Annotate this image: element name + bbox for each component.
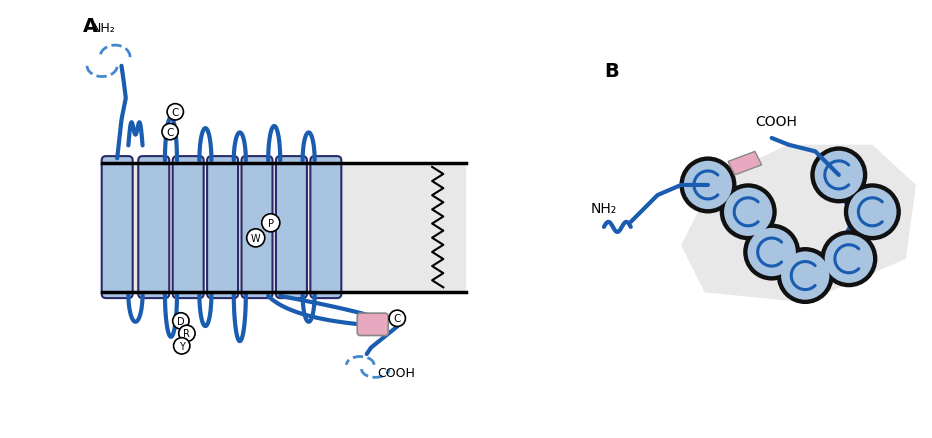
Text: COOH: COOH: [377, 366, 416, 379]
Circle shape: [810, 147, 868, 204]
Circle shape: [247, 230, 265, 247]
Polygon shape: [681, 145, 916, 303]
Text: Y: Y: [179, 341, 185, 351]
Circle shape: [743, 224, 801, 281]
Circle shape: [679, 157, 736, 214]
Circle shape: [179, 325, 195, 342]
Circle shape: [720, 184, 776, 241]
FancyBboxPatch shape: [241, 157, 272, 298]
FancyBboxPatch shape: [102, 157, 132, 298]
Text: COOH: COOH: [755, 114, 797, 128]
Circle shape: [724, 188, 773, 237]
Text: C: C: [393, 314, 401, 324]
Circle shape: [173, 338, 190, 354]
Bar: [103, 163, 466, 292]
Text: NH₂: NH₂: [91, 22, 116, 35]
Circle shape: [747, 228, 796, 276]
Text: W: W: [251, 233, 261, 243]
FancyBboxPatch shape: [207, 157, 238, 298]
Circle shape: [167, 104, 184, 121]
Circle shape: [825, 235, 873, 283]
Text: NH₂: NH₂: [591, 201, 617, 215]
Circle shape: [848, 188, 897, 237]
FancyBboxPatch shape: [357, 314, 389, 336]
Text: C: C: [167, 127, 173, 137]
Circle shape: [781, 252, 829, 300]
FancyBboxPatch shape: [310, 157, 341, 298]
Circle shape: [389, 311, 405, 327]
Circle shape: [684, 162, 733, 210]
Text: A: A: [83, 17, 98, 36]
Circle shape: [820, 231, 877, 288]
Text: D: D: [177, 316, 185, 326]
Text: C: C: [171, 108, 179, 117]
FancyBboxPatch shape: [172, 157, 204, 298]
Circle shape: [843, 184, 901, 241]
Text: B: B: [604, 62, 619, 81]
Circle shape: [776, 247, 834, 304]
FancyBboxPatch shape: [276, 157, 307, 298]
Text: R: R: [184, 328, 190, 339]
Circle shape: [172, 313, 189, 329]
Circle shape: [262, 214, 280, 232]
Circle shape: [162, 124, 178, 141]
Text: P: P: [267, 218, 274, 228]
FancyBboxPatch shape: [138, 157, 170, 298]
Polygon shape: [728, 152, 761, 176]
Circle shape: [815, 152, 863, 200]
